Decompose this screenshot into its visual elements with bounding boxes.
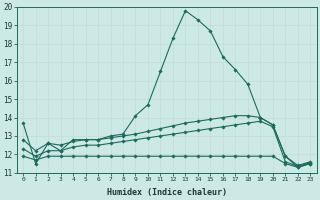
X-axis label: Humidex (Indice chaleur): Humidex (Indice chaleur) (107, 188, 227, 197)
